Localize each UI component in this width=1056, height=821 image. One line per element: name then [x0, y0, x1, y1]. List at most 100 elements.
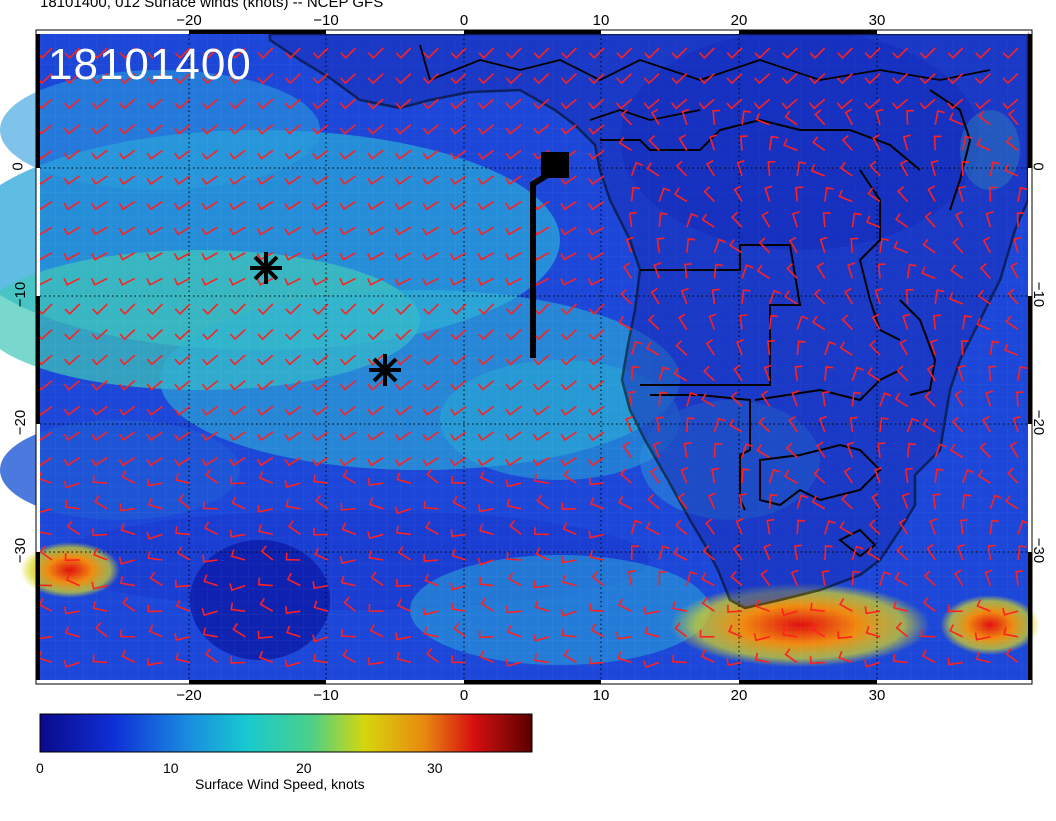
frame-segment — [36, 424, 40, 552]
wind-barb — [91, 200, 108, 211]
wind-barb — [658, 212, 668, 228]
wind-barb — [229, 149, 246, 160]
wind-barb — [850, 237, 859, 253]
wind-barb — [686, 238, 696, 253]
wind-barb — [921, 649, 936, 664]
wind-barb — [118, 405, 136, 416]
wind-barb — [891, 98, 909, 110]
wind-barb — [284, 456, 301, 467]
wind-barb — [655, 416, 664, 433]
wind-barb — [370, 571, 384, 587]
wind-barb — [698, 73, 715, 85]
wind-barb — [620, 109, 633, 126]
wind-barb — [587, 456, 605, 467]
wind-barb — [312, 380, 329, 391]
wind-barb — [713, 238, 726, 254]
wind-barb — [174, 149, 191, 160]
wind-barb — [174, 124, 191, 135]
wind-barb — [811, 315, 826, 331]
wind-barb — [588, 477, 605, 486]
wind-barb — [312, 354, 329, 366]
wind-barb — [658, 570, 667, 586]
wind-barb — [950, 264, 964, 280]
wind-barb — [256, 456, 274, 467]
wind-barb — [504, 277, 522, 286]
lon-label-bottom: 20 — [730, 687, 748, 704]
wind-barb — [285, 552, 301, 561]
wind-barb — [535, 547, 550, 561]
wind-barb — [768, 289, 781, 305]
wind-barb — [955, 210, 964, 228]
wind-barb — [735, 518, 744, 535]
wind-barb — [367, 477, 384, 486]
wind-barb — [756, 444, 771, 459]
wind-barb — [1009, 441, 1019, 459]
wind-barb — [768, 314, 779, 330]
wind-barb — [311, 226, 329, 236]
wind-barb — [677, 313, 688, 331]
wind-barb — [174, 354, 191, 366]
wind-barb — [879, 238, 890, 253]
wind-barb — [63, 380, 81, 391]
wind-barb — [698, 98, 715, 110]
wind-barb — [920, 629, 936, 638]
wind-barb — [203, 574, 218, 587]
wind-barb — [339, 226, 357, 236]
wind-barb — [821, 570, 830, 586]
wind-barb — [63, 175, 81, 186]
wind-barb — [796, 315, 809, 330]
wind-barb — [741, 468, 750, 484]
wind-barb — [174, 579, 191, 588]
wind-barb — [711, 467, 720, 484]
wind-barb — [395, 98, 412, 110]
wind-barb — [91, 98, 108, 110]
wind-barb — [686, 212, 699, 228]
wind-barb — [560, 380, 577, 391]
wind-barb — [615, 98, 633, 110]
wind-barb — [922, 238, 936, 254]
wind-barb — [174, 98, 191, 110]
wind-barb — [423, 554, 439, 563]
wind-barb — [202, 627, 218, 638]
wind-barb — [65, 626, 80, 638]
wind-barb — [339, 277, 356, 286]
wind-barb — [865, 625, 881, 638]
wind-barb — [793, 544, 802, 561]
wind-barb — [509, 519, 522, 536]
wind-barb — [788, 415, 798, 433]
wind-barb — [733, 364, 743, 382]
wind-barb — [813, 288, 826, 305]
wind-barb — [119, 73, 136, 85]
wind-barb — [450, 303, 467, 316]
wind-barb — [284, 329, 301, 341]
wind-barb — [701, 213, 715, 228]
wind-barb — [684, 263, 693, 279]
wind-barb — [146, 478, 163, 487]
lat-label-left: −20 — [12, 409, 30, 436]
wind-barb — [897, 186, 909, 203]
wind-barb — [560, 252, 577, 261]
wind-barb — [340, 575, 356, 587]
frame-segment — [1028, 168, 1032, 296]
wind-barb — [64, 329, 81, 341]
wind-barb — [201, 608, 218, 617]
lon-label-top: 20 — [730, 12, 748, 29]
wind-barb — [671, 654, 687, 664]
frame-segment — [189, 680, 326, 684]
wind-barb — [230, 549, 246, 561]
colorbar-tick: 0 — [36, 760, 44, 776]
wind-barb — [202, 554, 218, 563]
wind-barb — [618, 316, 633, 331]
wind-barb — [119, 98, 136, 110]
frame-segment — [36, 34, 40, 168]
wind-barb — [173, 456, 191, 467]
wind-barb — [339, 149, 357, 160]
wind-barb — [630, 519, 643, 535]
wind-barb — [863, 659, 881, 668]
wind-barb — [1002, 98, 1019, 110]
wind-barb — [422, 431, 439, 442]
wind-barb — [952, 237, 964, 254]
wind-barb — [284, 405, 301, 416]
wind-barb — [174, 632, 191, 641]
